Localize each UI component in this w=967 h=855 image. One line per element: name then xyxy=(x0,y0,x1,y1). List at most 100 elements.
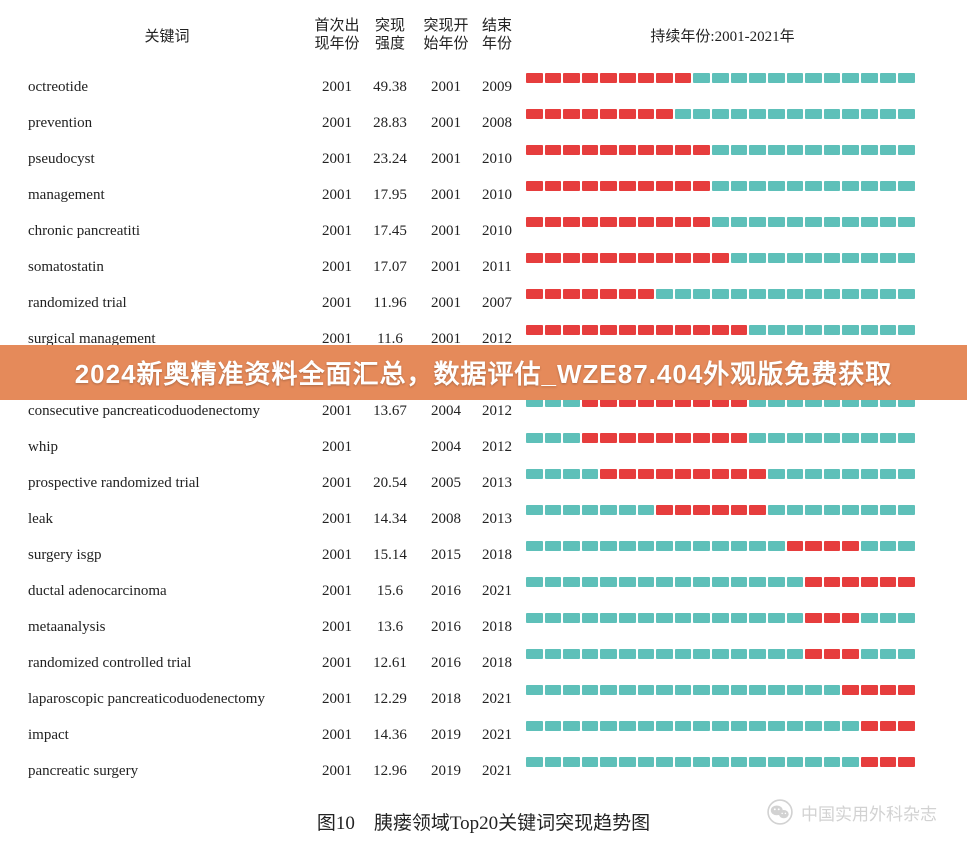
year-segment xyxy=(712,433,729,443)
year-segment xyxy=(768,649,785,659)
cell-burst-end: 2010 xyxy=(474,223,520,240)
year-segment xyxy=(749,433,766,443)
year-segment xyxy=(861,145,878,155)
timeline-bar xyxy=(520,276,915,312)
year-segment xyxy=(880,685,897,695)
year-segment xyxy=(600,721,617,731)
year-segment xyxy=(842,73,859,83)
year-segment xyxy=(619,721,636,731)
year-segment xyxy=(731,613,748,623)
year-segment xyxy=(619,217,636,227)
cell-first-year: 2001 xyxy=(312,655,362,672)
cell-burst-end: 2010 xyxy=(474,151,520,168)
year-segment xyxy=(582,685,599,695)
year-segment xyxy=(638,109,655,119)
year-segment xyxy=(880,73,897,83)
year-segment xyxy=(731,685,748,695)
year-segment xyxy=(563,685,580,695)
wechat-icon xyxy=(767,799,793,825)
year-segment xyxy=(656,721,673,731)
year-segment xyxy=(898,217,915,227)
year-segment xyxy=(880,505,897,515)
cell-strength: 17.45 xyxy=(362,223,418,240)
year-segment xyxy=(842,577,859,587)
year-segment xyxy=(787,685,804,695)
year-segment xyxy=(842,613,859,623)
cell-keyword: pseudocyst xyxy=(22,151,312,168)
year-segment xyxy=(675,757,692,767)
timeline-bar xyxy=(520,528,915,564)
cell-burst-end: 2009 xyxy=(474,79,520,96)
table-row: ductal adenocarcinoma200115.620162021 xyxy=(22,564,952,600)
year-segment xyxy=(842,505,859,515)
year-segment xyxy=(805,289,822,299)
year-segment xyxy=(545,505,562,515)
table-row: surgery isgp200115.1420152018 xyxy=(22,528,952,564)
cell-first-year: 2001 xyxy=(312,115,362,132)
year-segment xyxy=(675,253,692,263)
cell-burst-end: 2012 xyxy=(474,403,520,420)
header-keyword: 关键词 xyxy=(22,25,312,46)
year-segment xyxy=(731,757,748,767)
year-segment xyxy=(582,757,599,767)
year-segment xyxy=(712,289,729,299)
year-segment xyxy=(842,217,859,227)
year-segment xyxy=(805,433,822,443)
year-segment xyxy=(768,325,785,335)
year-segment xyxy=(545,289,562,299)
year-segment xyxy=(638,325,655,335)
year-segment xyxy=(898,757,915,767)
year-segment xyxy=(768,109,785,119)
year-segment xyxy=(693,757,710,767)
cell-strength: 28.83 xyxy=(362,115,418,132)
year-segment xyxy=(600,145,617,155)
year-segment xyxy=(824,685,841,695)
year-segment xyxy=(600,685,617,695)
year-segment xyxy=(787,217,804,227)
cell-keyword: surgery isgp xyxy=(22,547,312,564)
year-segment xyxy=(545,253,562,263)
year-segment xyxy=(880,469,897,479)
timeline-bar xyxy=(520,96,915,132)
year-segment xyxy=(824,649,841,659)
year-segment xyxy=(749,325,766,335)
cell-keyword: pancreatic surgery xyxy=(22,763,312,780)
year-segment xyxy=(656,73,673,83)
year-segment xyxy=(638,649,655,659)
year-segment xyxy=(749,145,766,155)
year-segment xyxy=(526,289,543,299)
year-segment xyxy=(712,181,729,191)
cell-burst-end: 2007 xyxy=(474,295,520,312)
cell-first-year: 2001 xyxy=(312,727,362,744)
cell-burst-end: 2021 xyxy=(474,691,520,708)
year-segment xyxy=(656,109,673,119)
year-segment xyxy=(880,721,897,731)
year-segment xyxy=(768,577,785,587)
table-row: prospective randomized trial200120.54200… xyxy=(22,456,952,492)
year-segment xyxy=(656,469,673,479)
cell-first-year: 2001 xyxy=(312,763,362,780)
year-segment xyxy=(600,469,617,479)
year-segment xyxy=(600,577,617,587)
year-segment xyxy=(619,145,636,155)
year-segment xyxy=(693,145,710,155)
year-segment xyxy=(656,289,673,299)
year-segment xyxy=(880,145,897,155)
year-segment xyxy=(619,325,636,335)
timeline-bar xyxy=(520,240,915,276)
cell-keyword: leak xyxy=(22,511,312,528)
year-segment xyxy=(805,685,822,695)
year-segment xyxy=(563,289,580,299)
year-segment xyxy=(861,577,878,587)
year-segment xyxy=(842,433,859,443)
timeline-bar xyxy=(520,636,915,672)
year-segment xyxy=(582,433,599,443)
year-segment xyxy=(675,577,692,587)
cell-burst-end: 2018 xyxy=(474,619,520,636)
year-segment xyxy=(582,505,599,515)
year-segment xyxy=(824,721,841,731)
timeline-bar xyxy=(520,456,915,492)
cell-burst-end: 2018 xyxy=(474,547,520,564)
year-segment xyxy=(563,325,580,335)
year-segment xyxy=(861,181,878,191)
